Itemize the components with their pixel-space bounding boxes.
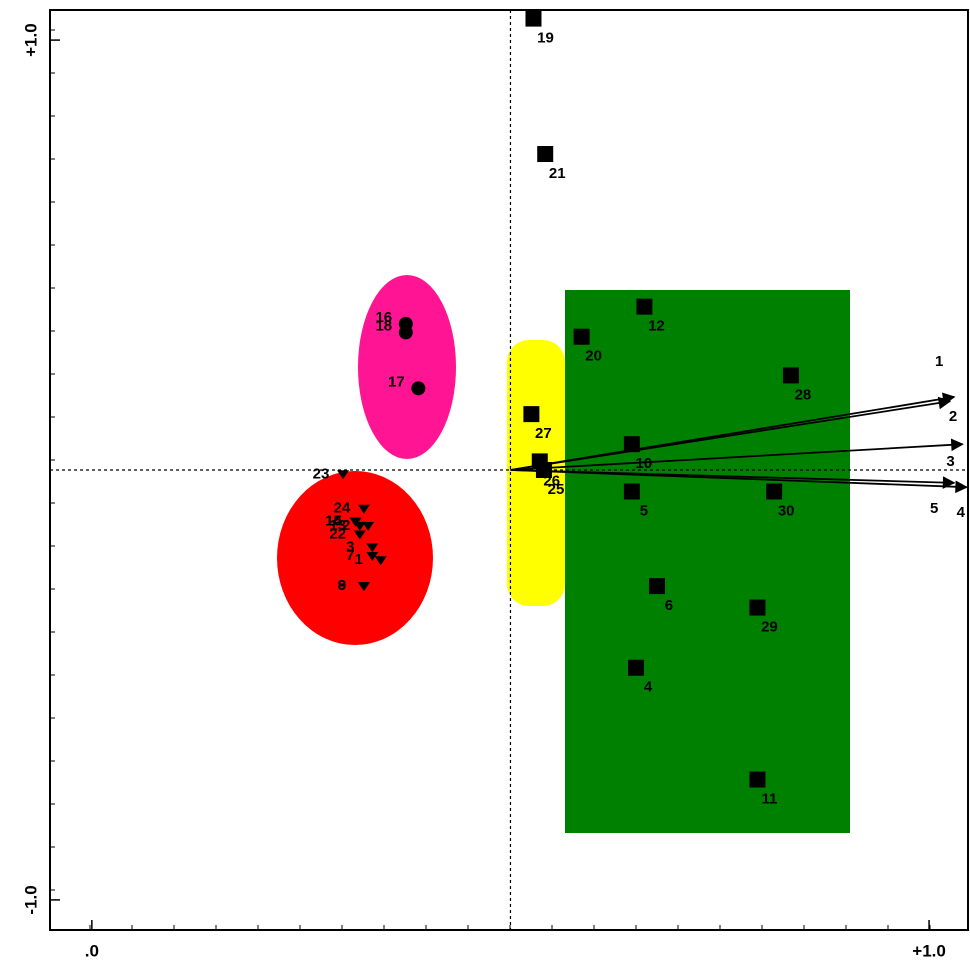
point bbox=[648, 578, 665, 595]
point-label: 28 bbox=[795, 386, 812, 403]
point bbox=[537, 146, 554, 163]
point bbox=[353, 530, 366, 540]
point bbox=[766, 483, 783, 500]
point-label: 18 bbox=[375, 317, 392, 334]
point bbox=[374, 556, 387, 566]
x-tick-label: +1.0 bbox=[912, 941, 946, 960]
point bbox=[366, 543, 379, 553]
point bbox=[411, 381, 426, 396]
point-label: 24 bbox=[334, 500, 351, 517]
group-region-red bbox=[277, 471, 433, 645]
point-label: 8 bbox=[338, 577, 346, 594]
point bbox=[523, 406, 540, 423]
point-label: 25 bbox=[548, 481, 565, 498]
point-label: 20 bbox=[585, 348, 602, 365]
point bbox=[636, 298, 653, 315]
point bbox=[337, 470, 350, 480]
point bbox=[366, 551, 379, 561]
y-tick-label: +1.0 bbox=[21, 23, 40, 57]
point-label: 17 bbox=[388, 373, 405, 390]
point-label: 6 bbox=[665, 597, 673, 614]
point-label: 1 bbox=[355, 551, 363, 568]
point-label: 15 bbox=[325, 513, 342, 530]
x-tick-label: .0 bbox=[85, 941, 99, 960]
point-label: 16 bbox=[375, 309, 392, 326]
point-label: 23 bbox=[313, 465, 330, 482]
vector-label: 1 bbox=[935, 353, 943, 370]
variable-vector bbox=[510, 396, 952, 471]
point-label: 9 bbox=[338, 577, 346, 594]
point-label: 7 bbox=[346, 547, 354, 564]
point bbox=[525, 10, 542, 27]
point bbox=[782, 367, 799, 384]
point-label: 12 bbox=[648, 318, 665, 335]
group-region-green bbox=[565, 290, 850, 833]
y-tick-label: -1.0 bbox=[21, 885, 40, 914]
point-label: 29 bbox=[761, 619, 778, 636]
point bbox=[357, 582, 370, 592]
variable-vector bbox=[510, 438, 964, 471]
variable-vector bbox=[510, 469, 969, 494]
point-label: 13 bbox=[329, 517, 346, 534]
point-label: 3 bbox=[346, 538, 354, 555]
point bbox=[749, 771, 766, 788]
vector-label: 3 bbox=[946, 453, 954, 470]
point-label: 2 bbox=[342, 517, 350, 534]
point-label: 21 bbox=[549, 165, 566, 182]
point bbox=[623, 483, 640, 500]
point bbox=[628, 659, 645, 676]
point-label: 14 bbox=[325, 513, 342, 530]
point bbox=[398, 325, 413, 340]
group-region-pink bbox=[358, 275, 456, 459]
plot-frame bbox=[49, 9, 969, 931]
point bbox=[749, 599, 766, 616]
point-label: 5 bbox=[640, 502, 648, 519]
point bbox=[573, 328, 590, 345]
point-label: 27 bbox=[535, 425, 552, 442]
vector-label: 4 bbox=[957, 504, 966, 521]
point-label: 22 bbox=[329, 525, 346, 542]
point-label: 19 bbox=[537, 30, 554, 47]
vector-label: 5 bbox=[930, 500, 938, 517]
point-label: 4 bbox=[644, 679, 653, 696]
point-label: 30 bbox=[778, 502, 795, 519]
point bbox=[357, 504, 370, 514]
point bbox=[362, 521, 375, 531]
point-label: 11 bbox=[762, 791, 778, 808]
point bbox=[353, 521, 366, 531]
vector-label: 2 bbox=[949, 408, 957, 425]
point-label: 10 bbox=[636, 455, 653, 472]
point bbox=[623, 436, 640, 453]
